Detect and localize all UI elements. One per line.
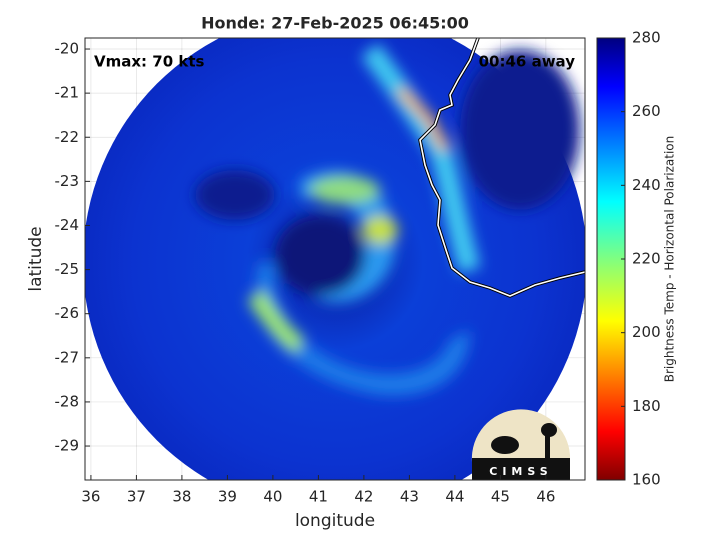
x-tick-label: 42 [354, 488, 373, 506]
x-axis-label: longitude [295, 511, 375, 531]
y-tick-label: -22 [55, 128, 80, 146]
colorbar-tick-label: 260 [632, 102, 661, 120]
x-tick-label: 38 [172, 488, 191, 506]
colorbar-tick-label: 180 [632, 397, 661, 415]
microwave-image [85, 38, 585, 480]
x-tick-label: 40 [263, 488, 282, 506]
x-tick-label: 41 [309, 488, 328, 506]
x-tick-label: 46 [536, 488, 555, 506]
logo-text: CIMSS [489, 465, 552, 478]
y-tick-label: -25 [55, 260, 80, 278]
vmax-label: Vmax: 70 kts [94, 53, 204, 71]
x-tick-label: 44 [445, 488, 464, 506]
y-tick-label: -21 [55, 84, 80, 102]
x-tick-label: 37 [127, 488, 146, 506]
y-tick-label: -29 [55, 437, 80, 455]
time-offset-label: 00:46 away [479, 53, 576, 71]
colorbar-tick-label: 200 [632, 323, 661, 341]
x-tick-label: 43 [400, 488, 419, 506]
x-tick-label: 39 [218, 488, 237, 506]
x-tick-label: 36 [81, 488, 100, 506]
colorbar [596, 37, 626, 481]
y-axis-label: latitude [26, 226, 46, 291]
colorbar-tick-label: 240 [632, 176, 661, 194]
colorbar-label: Brightness Temp - Horizontal Polarizatio… [663, 136, 677, 383]
y-tick-label: -28 [55, 392, 80, 410]
y-tick-label: -20 [55, 40, 80, 58]
plot-frame [84, 37, 586, 481]
y-tick-label: -24 [55, 216, 80, 234]
x-tick-label: 45 [491, 488, 510, 506]
y-tick-label: -23 [55, 172, 80, 190]
title: Honde: 27-Feb-2025 06:45:00 [201, 14, 469, 33]
y-tick-label: -27 [55, 348, 80, 366]
logo: CIMSS [471, 409, 570, 480]
colorbar-tick-label: 220 [632, 250, 661, 268]
colorbar-tick-label: 160 [632, 471, 661, 489]
y-tick-label: -26 [55, 304, 80, 322]
colorbar-tick-label: 280 [632, 29, 661, 47]
